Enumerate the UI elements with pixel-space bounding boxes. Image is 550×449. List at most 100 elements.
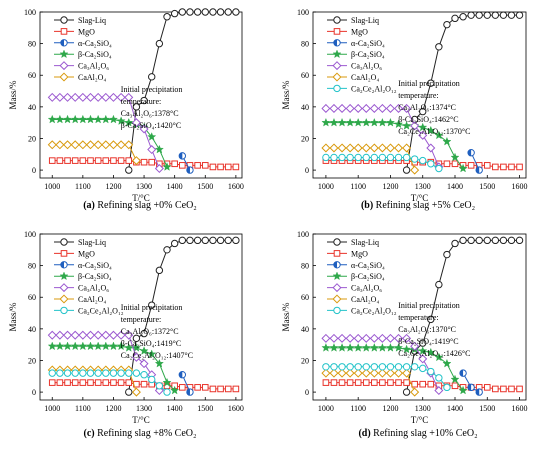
data-point xyxy=(483,162,491,169)
data-point xyxy=(63,114,73,124)
x-tick-label: 1200 xyxy=(382,182,398,191)
data-point xyxy=(321,143,331,153)
series-caal2o4 xyxy=(321,368,420,397)
data-point xyxy=(386,153,395,162)
panel-caption: (a) Refining slag +0% CeO₂ xyxy=(83,200,197,211)
data-point xyxy=(148,158,156,166)
data-point xyxy=(63,140,73,150)
data-point xyxy=(125,388,133,396)
data-point xyxy=(209,163,217,171)
x-tick-label: 1000 xyxy=(318,404,334,413)
data-point xyxy=(79,379,87,386)
data-point xyxy=(170,385,180,395)
data-point xyxy=(337,343,347,352)
data-point xyxy=(329,103,339,113)
data-point xyxy=(369,103,379,113)
x-tick-label: 1300 xyxy=(415,182,431,191)
data-point xyxy=(224,163,232,171)
data-point xyxy=(155,39,164,48)
data-point xyxy=(63,330,73,340)
data-point xyxy=(101,140,111,150)
x-tick-label: 1500 xyxy=(197,404,213,413)
data-point xyxy=(369,368,379,378)
y-tick-label: 20 xyxy=(301,134,309,143)
data-point xyxy=(47,92,57,102)
data-point xyxy=(451,14,459,23)
x-axis-label: T/°C xyxy=(132,415,150,425)
legend-label: Ca₂Ce₂Al₂O₁₂ xyxy=(351,306,397,315)
x-tick-label: 1300 xyxy=(415,404,431,413)
data-point xyxy=(186,166,194,174)
data-point xyxy=(427,160,435,168)
data-point xyxy=(394,143,404,153)
annotation: Initial precipitation temperature: Ca₃Al₂O… xyxy=(398,301,470,358)
legend-label: β-Ca₂SiO₄ xyxy=(351,50,385,59)
y-tick-label: 20 xyxy=(28,134,36,143)
data-point xyxy=(224,236,232,245)
series-beta-ca2sio4 xyxy=(47,341,180,395)
y-tick-label: 40 xyxy=(301,325,309,334)
data-point xyxy=(418,122,428,132)
marker-fill xyxy=(333,261,337,268)
legend-label: α-Ca₂SiO₄ xyxy=(351,39,385,48)
data-point xyxy=(163,13,171,21)
x-tick-label: 1100 xyxy=(75,404,91,413)
data-point xyxy=(483,384,491,391)
data-point xyxy=(353,343,363,352)
legend-marker xyxy=(60,16,68,24)
series-line-ca2ce2al2o12 xyxy=(52,372,168,393)
data-point xyxy=(131,352,141,362)
data-point xyxy=(131,387,141,397)
data-point xyxy=(322,153,330,162)
legend: Slag-Liq MgO α-Ca₂SiO₄ β-Ca₂SiO₄ Ca₃Al₂O₆ CaA… xyxy=(54,16,112,82)
panel-caption: (c) Refining slag +8% CeO₂ xyxy=(84,428,197,439)
data-point xyxy=(232,236,240,245)
legend-marker xyxy=(333,238,341,246)
legend-marker xyxy=(332,49,342,59)
legend-item-slag-liq: Slag-Liq xyxy=(327,238,379,247)
x-tick-label: 1600 xyxy=(228,404,244,413)
annotation-line: temperature: xyxy=(398,313,438,322)
legend-label: Slag-Liq xyxy=(78,238,106,247)
data-point xyxy=(354,379,362,386)
legend-label: Slag-Liq xyxy=(351,16,379,25)
data-point xyxy=(162,377,172,387)
x-tick-label: 1400 xyxy=(167,182,183,191)
legend-item-mgo: MgO xyxy=(327,249,368,258)
data-point xyxy=(101,341,111,351)
data-point xyxy=(378,363,387,371)
data-point xyxy=(499,11,508,19)
x-tick-label: 1300 xyxy=(136,404,152,413)
legend-marker xyxy=(59,72,69,82)
marker-fill xyxy=(333,39,337,46)
legend-marker xyxy=(59,294,69,304)
data-point xyxy=(492,163,499,171)
legend-item-alpha-ca2sio4: α-Ca₂SiO₄ xyxy=(54,39,112,48)
series-alpha-ca2sio4 xyxy=(459,369,483,396)
series-ca2ce2al2o12 xyxy=(322,363,451,392)
data-point xyxy=(101,114,111,124)
data-point xyxy=(434,386,444,396)
legend-marker xyxy=(332,294,342,304)
legend-marker xyxy=(59,49,69,59)
data-point xyxy=(427,380,435,388)
y-tick-label: 80 xyxy=(301,40,309,49)
data-point xyxy=(101,330,111,340)
x-tick-label: 1500 xyxy=(197,182,213,191)
series-line-ca2ce2al2o12 xyxy=(325,366,448,388)
data-point xyxy=(410,341,420,351)
legend-label: β-Ca₂SiO₄ xyxy=(351,272,385,281)
data-point xyxy=(418,354,428,364)
data-point xyxy=(94,369,102,377)
legend-item-beta-ca2sio4: β-Ca₂SiO₄ xyxy=(327,49,385,59)
plot-frame xyxy=(39,11,243,179)
data-point xyxy=(140,371,148,379)
data-point xyxy=(322,379,330,386)
data-point xyxy=(78,330,88,340)
y-tick-label: 80 xyxy=(28,262,36,271)
legend-label: CaAl₂O₄ xyxy=(78,73,106,82)
data-point xyxy=(194,162,201,169)
marker-fill xyxy=(60,261,64,268)
data-point xyxy=(78,114,88,124)
